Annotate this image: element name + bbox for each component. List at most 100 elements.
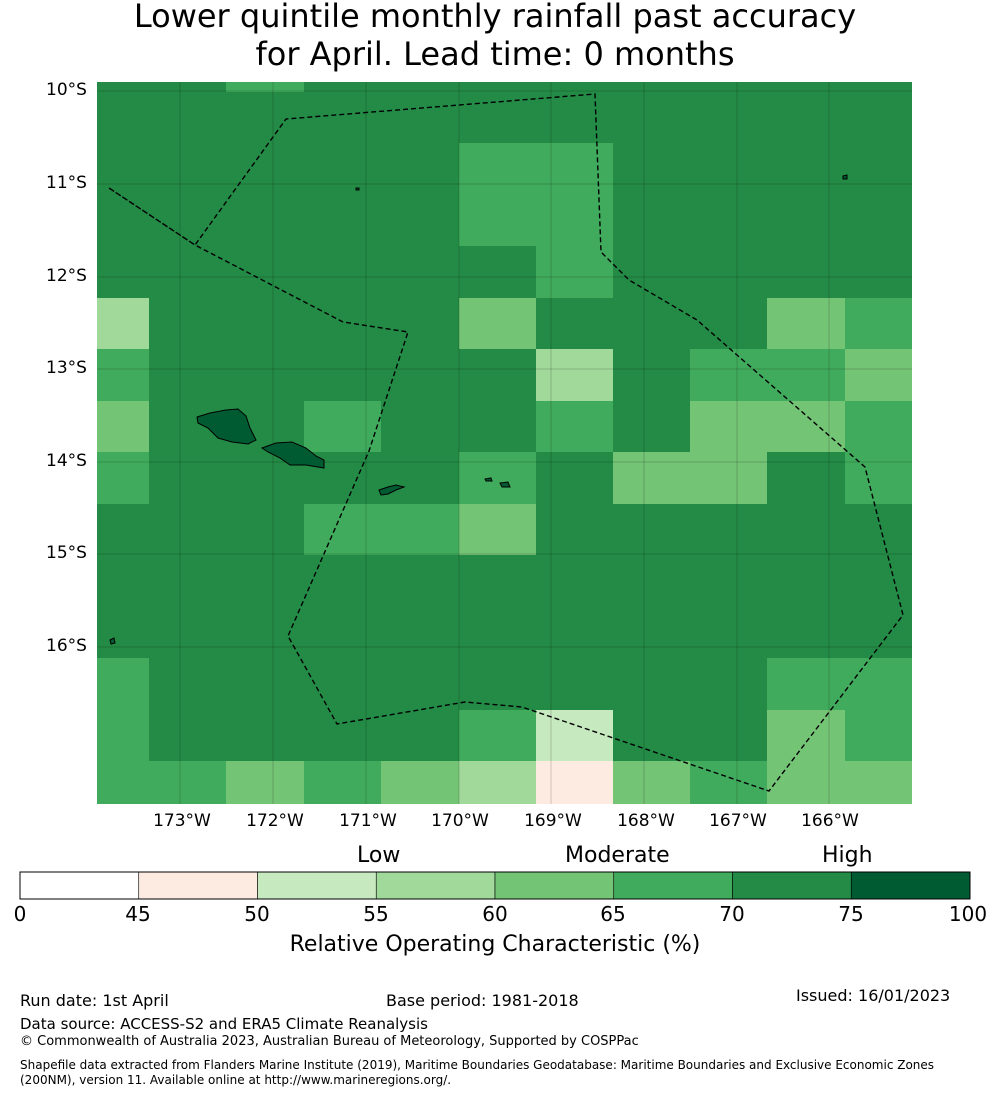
grid-cell: [767, 298, 845, 349]
grid-cell: [226, 349, 304, 401]
copyright: © Commonwealth of Australia 2023, Austra…: [20, 1034, 639, 1049]
grid-cell: [381, 607, 459, 658]
category-moderate: Moderate: [565, 843, 670, 868]
grid-cell: [149, 710, 226, 761]
category-high: High: [822, 843, 873, 868]
grid-cell: [690, 194, 767, 246]
grid-cell: [304, 761, 381, 804]
savaii-island: [196, 408, 257, 445]
grid-cell: [613, 349, 690, 401]
grid-cell: [845, 92, 912, 143]
grid-cell: [304, 555, 381, 607]
grid-cell: [97, 246, 149, 298]
grid-cell: [845, 246, 912, 298]
grid-cell: [459, 710, 536, 761]
grid-cell: [149, 555, 226, 607]
grid-cell: [613, 710, 690, 761]
grid-cell: [767, 194, 845, 246]
swains-island: [355, 187, 360, 191]
grid-cell: [690, 710, 767, 761]
grid-cell: [613, 452, 690, 504]
grid-cell: [459, 607, 536, 658]
grid-cell: [304, 246, 381, 298]
grid-cell: [149, 504, 226, 555]
grid-cell: [226, 143, 304, 194]
colorbar-tick-45: 45: [125, 902, 151, 926]
grid-cell: [381, 92, 459, 143]
lat-label-16s: 16°S: [46, 636, 87, 656]
lon-label-172w: 172°W: [246, 811, 304, 831]
grid-cell: [767, 761, 845, 804]
grid-cell: [690, 143, 767, 194]
grid-cell: [845, 710, 912, 761]
grid-cell: [381, 504, 459, 555]
grid-cell: [381, 452, 459, 504]
colorbar-segment: [494, 871, 615, 900]
grid-cell: [767, 92, 845, 143]
grid-cell: [613, 761, 690, 804]
grid-cell: [226, 298, 304, 349]
grid-cell: [459, 82, 536, 92]
lon-label-170w: 170°W: [431, 811, 489, 831]
grid-cell: [845, 349, 912, 401]
grid-cell: [690, 298, 767, 349]
colorbar-segment: [19, 871, 140, 900]
graticule: [97, 82, 912, 804]
grid-cell: [304, 349, 381, 401]
grid-cell: [690, 246, 767, 298]
grid-cell: [845, 761, 912, 804]
grid-cell: [536, 607, 613, 658]
lat-label-12s: 12°S: [46, 266, 87, 286]
lon-label-169w: 169°W: [524, 811, 582, 831]
grid-cell: [536, 143, 613, 194]
grid-cell: [536, 710, 613, 761]
grid-cell: [459, 658, 536, 710]
grid-cell: [536, 298, 613, 349]
grid-cell: [845, 658, 912, 710]
colorbar-tick-65: 65: [600, 902, 626, 926]
grid-cell: [690, 452, 767, 504]
grid-cell: [690, 92, 767, 143]
colorbar-label: Relative Operating Characteristic (%): [289, 932, 701, 957]
eez-boundary: [108, 93, 904, 792]
lat-label-14s: 14°S: [46, 451, 87, 471]
grid-cell: [304, 82, 381, 92]
grid-cell: [149, 761, 226, 804]
grid-cell: [845, 298, 912, 349]
upolu-island: [260, 441, 325, 469]
grid-cell: [536, 452, 613, 504]
grid-cell: [381, 658, 459, 710]
grid-cell: [459, 761, 536, 804]
grid-cell: [613, 143, 690, 194]
islands: [109, 174, 848, 645]
grid-cell: [459, 298, 536, 349]
grid-cell: [149, 298, 226, 349]
grid-cell: [690, 658, 767, 710]
grid-cell: [149, 658, 226, 710]
grid-cell: [97, 607, 149, 658]
grid-cell: [536, 246, 613, 298]
lon-label-166w: 166°W: [801, 811, 859, 831]
grid-cell: [381, 298, 459, 349]
grid-cell: [97, 92, 149, 143]
grid-cell: [536, 658, 613, 710]
grid-cell: [226, 761, 304, 804]
grid-cell: [690, 607, 767, 658]
grid-cell: [613, 658, 690, 710]
lon-label-171w: 171°W: [339, 811, 397, 831]
grid-cell: [97, 349, 149, 401]
grid-cell: [149, 194, 226, 246]
data-source: Data source: ACCESS-S2 and ERA5 Climate …: [20, 1015, 428, 1033]
shapefile-credit-2: (200NM), version 11. Available online at…: [20, 1073, 452, 1087]
grid-cell: [459, 504, 536, 555]
grid-cell: [536, 349, 613, 401]
grid-cell: [613, 82, 690, 92]
grid-cell: [149, 143, 226, 194]
grid-cell: [381, 143, 459, 194]
grid-cell: [845, 194, 912, 246]
ofu-island: [484, 477, 493, 482]
grid-cell: [304, 607, 381, 658]
lat-label-11s: 11°S: [46, 173, 87, 193]
